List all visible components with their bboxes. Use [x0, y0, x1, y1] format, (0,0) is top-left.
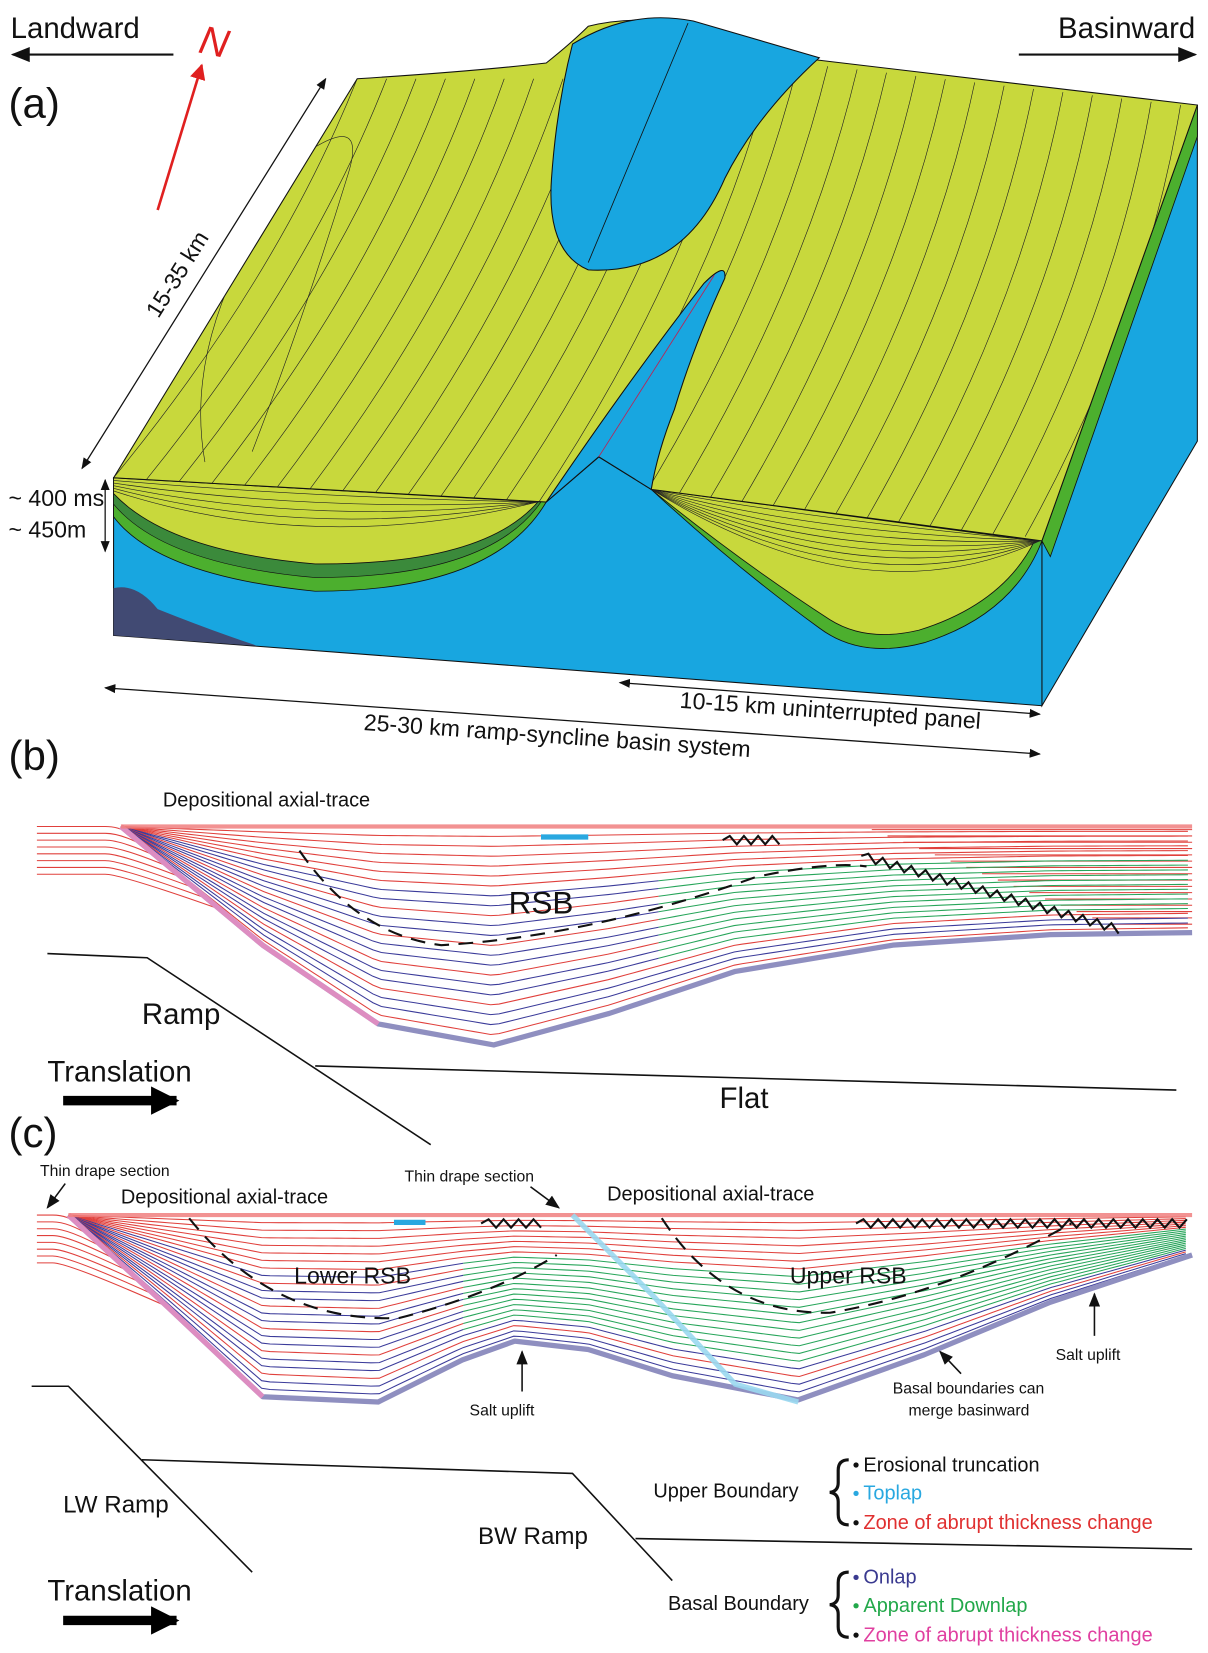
- bullet: [853, 1520, 858, 1525]
- basin-label: RSB: [509, 885, 574, 921]
- merge-note: merge basinward: [909, 1403, 1030, 1420]
- legend: Upper Boundary Erosional truncation Topl…: [653, 1454, 1152, 1646]
- translation-label: Translation: [47, 1056, 191, 1089]
- stratum: [121, 827, 659, 976]
- merge-note: Basal boundaries can: [893, 1381, 1044, 1398]
- stratum: [121, 827, 659, 995]
- lower-basin-label: Lower RSB: [294, 1262, 411, 1288]
- stratum: [37, 827, 132, 836]
- north-arrow: [158, 65, 202, 210]
- stratum: [121, 827, 659, 985]
- translation-label: Translation: [47, 1574, 191, 1607]
- system-width-label: 25-30 km ramp-syncline basin system: [363, 709, 751, 762]
- basinward-label: Basinward: [1058, 12, 1195, 45]
- page: Landward Basinward N (a) 15-35 km ~ 400 …: [0, 0, 1208, 1653]
- brace: [830, 1460, 849, 1525]
- axial-trace-label: Depositional axial-trace: [163, 790, 370, 812]
- salt-uplift-label: Salt uplift: [1056, 1347, 1121, 1364]
- truncation: [856, 1219, 1187, 1227]
- thin-drape-label: Thin drape section: [40, 1163, 170, 1180]
- thin-drape-label: Thin drape section: [404, 1168, 534, 1185]
- axial-trace-label: Depositional axial-trace: [121, 1187, 328, 1209]
- stratum: [68, 1215, 1185, 1394]
- section-b: (b) Depositional axial-trace RSB Ramp Fl…: [9, 732, 1193, 1145]
- bullet: [853, 1462, 858, 1467]
- flat-label: Flat: [720, 1082, 769, 1115]
- legend-item: Zone of abrupt thickness change: [863, 1624, 1152, 1646]
- legend-title: Upper Boundary: [653, 1481, 798, 1503]
- legend-item: Apparent Downlap: [863, 1595, 1027, 1617]
- north-label: N: [195, 18, 233, 67]
- bullet: [853, 1603, 858, 1608]
- figure: Landward Basinward N (a) 15-35 km ~ 400 …: [0, 0, 1208, 1653]
- pointer: [530, 1187, 558, 1208]
- brace: [830, 1572, 849, 1637]
- bullet: [853, 1575, 858, 1580]
- bullet: [853, 1633, 858, 1638]
- legend-item: Onlap: [863, 1567, 916, 1589]
- bullet: [853, 1491, 858, 1496]
- legend-item: Erosional truncation: [863, 1454, 1039, 1476]
- pointer: [940, 1352, 961, 1374]
- ramp-label: Ramp: [142, 998, 220, 1031]
- legend-title: Basal Boundary: [668, 1593, 809, 1615]
- landward-label: Landward: [11, 12, 140, 45]
- panel-label: (c): [9, 1109, 58, 1156]
- thickness-time: ~ 400 ms: [9, 485, 105, 511]
- pointer: [47, 1184, 65, 1208]
- axial-trace: [299, 851, 866, 946]
- upper-basin-label: Upper RSB: [790, 1262, 907, 1288]
- salt-uplift-label: Salt uplift: [470, 1403, 535, 1420]
- basal-pink: [68, 1215, 262, 1397]
- lw-ramp-label: LW Ramp: [63, 1491, 169, 1518]
- legend-item: Zone of abrupt thickness change: [863, 1512, 1152, 1534]
- ramp-flat: [47, 954, 1176, 1145]
- thickness-depth: ~ 450m: [9, 517, 87, 543]
- axial-trace-label: Depositional axial-trace: [607, 1183, 814, 1205]
- length-label: 15-35 km: [141, 226, 214, 321]
- stratum: [37, 874, 220, 909]
- panel-label: (a): [9, 80, 60, 127]
- bw-ramp-label: BW Ramp: [478, 1523, 588, 1550]
- section-c: (c) Thin drape section Depositional axia…: [9, 1109, 1193, 1647]
- panel-label: (b): [9, 732, 60, 779]
- block-diagram: Landward Basinward N (a) 15-35 km ~ 400 …: [9, 12, 1208, 762]
- legend-item: Toplap: [863, 1483, 922, 1505]
